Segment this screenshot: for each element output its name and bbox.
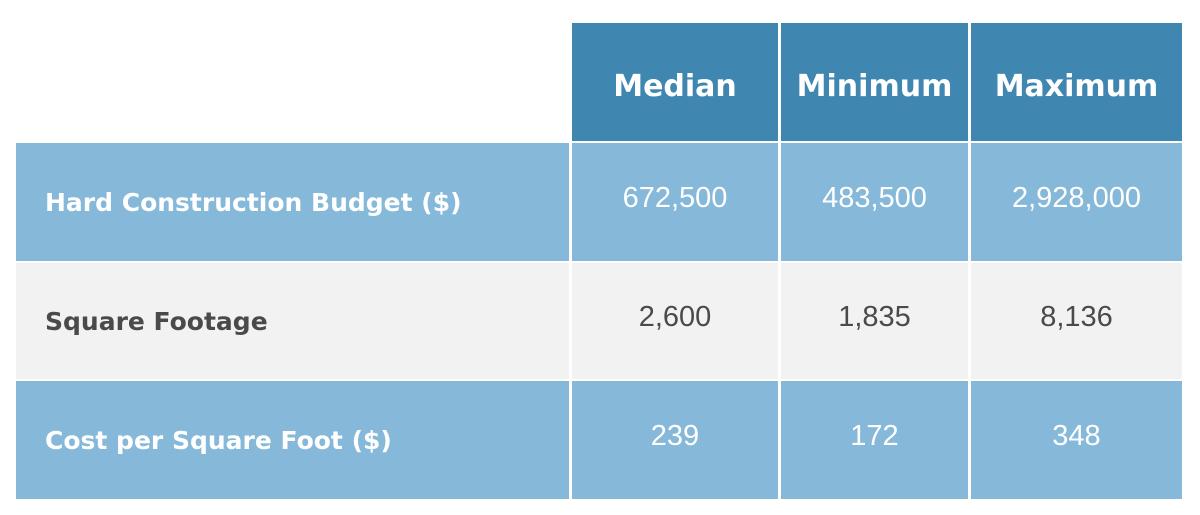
column-header-maximum: Maximum [971,23,1182,141]
cell-sqft-median: 2,600 [572,263,778,379]
cell-budget-maximum: 2,928,000 [971,143,1182,261]
cell-sqft-maximum: 8,136 [971,263,1182,379]
cell-cost-median: 239 [572,381,778,499]
cell-sqft-minimum: 1,835 [781,263,968,379]
row-label-square-footage: Square Footage [16,263,569,379]
cell-cost-maximum: 348 [971,381,1182,499]
stats-table: Median Minimum Maximum Hard Construction… [16,23,1182,499]
cell-budget-median: 672,500 [572,143,778,261]
cell-cost-minimum: 172 [781,381,968,499]
row-label-cost-per-square-foot: Cost per Square Foot ($) [16,381,569,499]
row-label-hard-construction-budget: Hard Construction Budget ($) [16,143,569,261]
table-corner-blank [16,23,569,141]
column-header-median: Median [572,23,778,141]
cell-budget-minimum: 483,500 [781,143,968,261]
column-header-minimum: Minimum [781,23,968,141]
